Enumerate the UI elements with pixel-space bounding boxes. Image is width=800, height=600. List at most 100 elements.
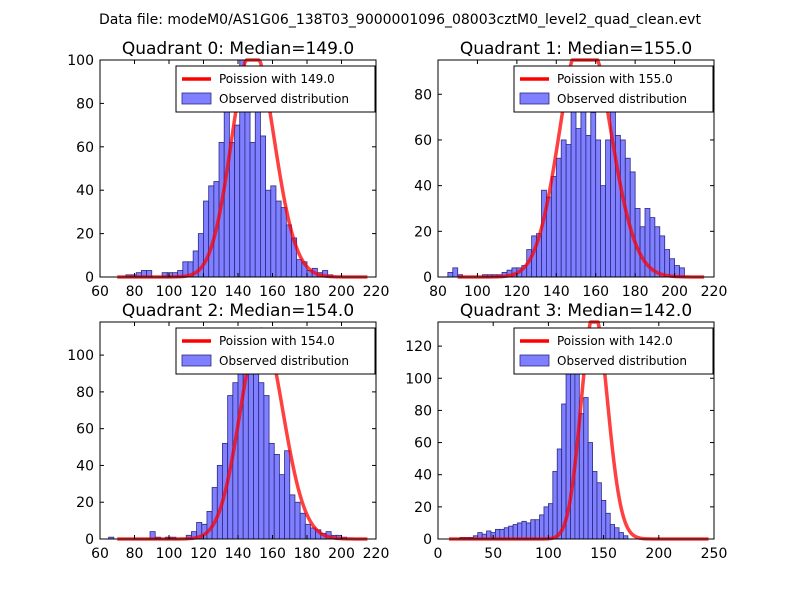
x-tick-label: 50	[484, 546, 502, 562]
histogram-bar	[447, 272, 454, 278]
x-tick-label: 200	[328, 284, 355, 300]
histogram-bar	[548, 503, 554, 540]
histogram-bar	[275, 200, 282, 278]
histogram-bar	[605, 139, 611, 278]
histogram-bar	[232, 382, 239, 540]
x-tick-label: 120	[190, 546, 217, 562]
y-tick-label: 0	[423, 532, 432, 548]
legend-label-poisson: Poission with 149.0	[219, 72, 335, 86]
y-tick-label: 60	[414, 436, 432, 452]
legend: Poission with 154.0 Observed distribution	[175, 327, 376, 375]
histogram-bar	[596, 482, 602, 540]
y-tick-label: 120	[405, 339, 432, 355]
x-tick-label: 80	[429, 284, 447, 300]
histogram-bar	[304, 523, 311, 540]
y-tick-label: 0	[423, 270, 432, 286]
histogram-bar	[299, 512, 306, 540]
histogram-bar	[452, 267, 459, 278]
x-tick-label: 250	[701, 546, 728, 562]
histogram-bar	[254, 98, 261, 278]
x-tick-label: 140	[543, 284, 570, 300]
histogram-bar	[265, 189, 272, 278]
x-tick-label: 160	[259, 546, 286, 562]
histogram-bar	[284, 450, 291, 540]
histogram-bar	[664, 249, 671, 278]
legend-bar-swatch	[181, 92, 212, 105]
histogram-bar	[555, 157, 562, 278]
legend: Poission with 149.0 Observed distribution	[175, 65, 376, 113]
x-tick-label: 220	[363, 546, 390, 562]
x-tick-label: 220	[701, 284, 728, 300]
histogram-bar	[249, 142, 256, 278]
histogram-bar	[273, 454, 280, 540]
histogram-bar	[543, 506, 549, 540]
histogram-bar	[618, 532, 624, 540]
x-tick-label: 160	[582, 284, 609, 300]
legend-label-observed: Observed distribution	[557, 354, 687, 368]
y-tick-label: 60	[76, 140, 94, 156]
histogram-bar	[270, 185, 277, 278]
histogram-bar	[508, 525, 514, 540]
x-tick-label: 220	[363, 284, 390, 300]
y-tick-label: 40	[76, 183, 94, 199]
y-tick-label: 80	[414, 403, 432, 419]
x-tick-label: 180	[294, 284, 321, 300]
x-tick-label: 120	[190, 284, 217, 300]
y-tick-label: 80	[76, 96, 94, 112]
y-tick-label: 20	[76, 495, 94, 511]
histogram-bar	[234, 124, 241, 278]
y-tick-label: 60	[414, 133, 432, 149]
histogram-bar	[600, 500, 607, 540]
quadrant-0-title: Quadrant 0: Median=149.0	[122, 39, 354, 59]
figure-title: Data file: modeM0/AS1G06_138T03_90000010…	[99, 12, 701, 28]
x-tick-label: 100	[156, 284, 183, 300]
histogram-bar	[258, 382, 265, 540]
x-tick-label: 100	[156, 546, 183, 562]
histogram-bar	[609, 524, 616, 540]
histogram-bar	[592, 471, 598, 540]
quadrant-1-panel: 80 100 120 140 160 180 200 220 0 20 40 60 80 Quadrant…	[414, 39, 727, 300]
histogram-bar	[585, 134, 592, 278]
histogram-bar	[669, 258, 675, 278]
histogram-bar	[263, 395, 270, 540]
legend-bar-swatch	[181, 354, 212, 367]
histogram-bar	[525, 522, 532, 540]
x-tick-label: 200	[645, 546, 672, 562]
histogram-bar	[244, 111, 251, 278]
quadrant-0-panel: 60 80 100 120 140 160 180 200 220 0 20 40 60 80 100 Qua…	[67, 39, 389, 300]
y-tick-label: 100	[67, 53, 94, 69]
quadrant-3-title: Quadrant 3: Median=142.0	[460, 301, 692, 321]
x-tick-label: 60	[91, 284, 109, 300]
y-tick-label: 20	[76, 227, 94, 243]
histogram-bar	[610, 93, 616, 278]
histogram-bar	[600, 185, 606, 278]
histogram-bar	[237, 354, 244, 540]
histogram-bar	[539, 514, 545, 540]
y-tick-label: 0	[85, 532, 94, 548]
x-tick-label: 140	[225, 284, 252, 300]
x-tick-label: 80	[126, 546, 144, 562]
legend: Poission with 155.0 Observed distribution	[513, 65, 714, 113]
histogram-bar	[654, 226, 661, 278]
histogram-bar	[530, 519, 536, 540]
histogram-bar	[534, 519, 540, 540]
histogram-bar	[552, 471, 558, 540]
y-tick-label: 40	[414, 468, 432, 484]
quadrant-1-title: Quadrant 1: Median=155.0	[460, 39, 692, 59]
y-tick-label: 80	[76, 385, 94, 401]
legend-bar-swatch	[519, 92, 550, 105]
histogram-bar	[280, 207, 287, 278]
x-tick-label: 100	[535, 546, 562, 562]
x-tick-label: 60	[91, 546, 109, 562]
x-tick-label: 100	[464, 284, 491, 300]
histogram-bar	[614, 527, 620, 540]
legend: Poission with 142.0 Observed distribution	[513, 327, 714, 375]
histogram-bar	[208, 185, 215, 278]
y-tick-label: 80	[414, 87, 432, 103]
legend-label-observed: Observed distribution	[557, 92, 687, 106]
y-tick-label: 100	[405, 371, 432, 387]
legend-label-poisson: Poission with 155.0	[557, 72, 673, 86]
histogram-bar	[570, 345, 576, 540]
quadrant-2-title: Quadrant 2: Median=154.0	[122, 301, 354, 321]
